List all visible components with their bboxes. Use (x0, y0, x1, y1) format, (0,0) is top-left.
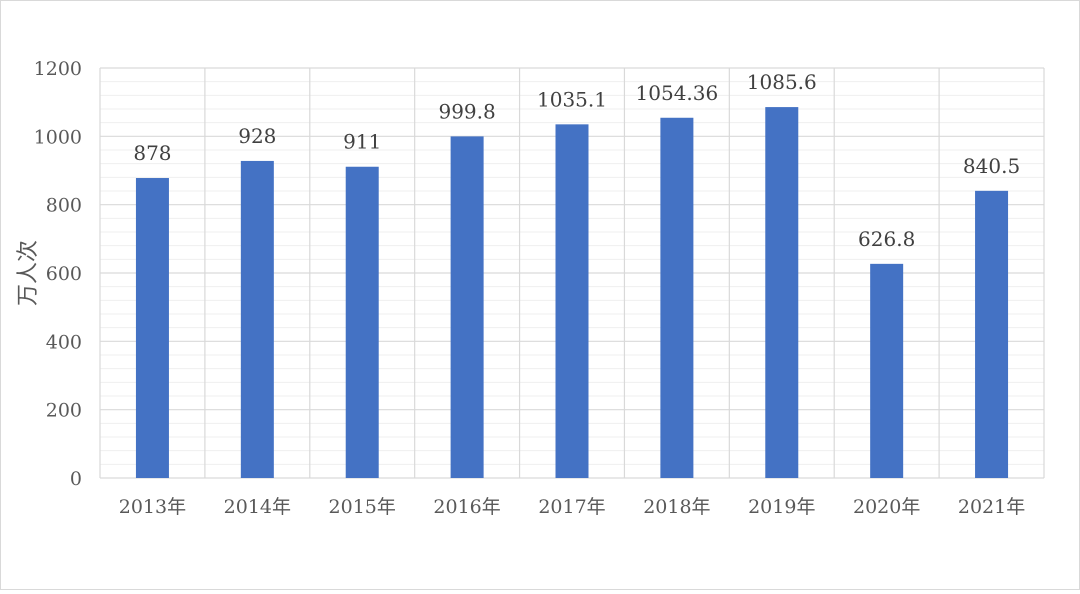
x-tick-label: 2015年 (329, 496, 396, 518)
data-label: 840.5 (963, 154, 1020, 178)
data-labels: 878 928 911 999.8 1035.1 1054.36 1085.6 626.8 84… (133, 70, 1020, 251)
x-axis-ticks: 2013年 2014年 2015年 2016年 2017年 2018年 2019年 2020年… (119, 496, 1025, 518)
x-tick-label: 2019年 (748, 496, 815, 518)
bar (135, 178, 169, 478)
bar (765, 107, 799, 478)
data-label: 911 (343, 130, 381, 154)
bar (975, 190, 1009, 478)
y-tick-label: 1000 (34, 126, 82, 148)
x-tick-label: 2014年 (224, 496, 291, 518)
data-label: 626.8 (858, 227, 915, 251)
x-tick-label: 2020年 (853, 496, 920, 518)
category-gridlines (99, 68, 1045, 478)
data-label: 1035.1 (537, 87, 607, 111)
y-tick-label: 800 (46, 195, 82, 217)
bar (870, 263, 904, 478)
bar (240, 160, 274, 478)
data-label: 1085.6 (747, 70, 817, 94)
bar (660, 117, 694, 479)
y-tick-label: 400 (46, 331, 82, 353)
x-tick-label: 2016年 (433, 496, 500, 518)
x-tick-label: 2017年 (538, 496, 605, 518)
bar (450, 136, 484, 478)
x-tick-label: 2013年 (119, 496, 186, 518)
y-axis-label: 万人次 (16, 240, 41, 306)
bars (135, 107, 1009, 479)
bar (555, 124, 589, 479)
y-tick-label: 1200 (34, 58, 82, 80)
y-tick-label: 600 (46, 263, 82, 285)
x-tick-label: 2021年 (958, 496, 1025, 518)
y-axis-ticks: 0 200 400 600 800 1000 1200 (34, 58, 82, 490)
y-tick-label: 200 (46, 400, 82, 422)
data-label: 878 (133, 141, 171, 165)
data-label: 999.8 (438, 99, 495, 123)
y-tick-label: 0 (70, 468, 82, 490)
data-label: 1054.36 (636, 81, 719, 105)
bar (345, 166, 379, 478)
data-label: 928 (238, 124, 276, 148)
x-tick-label: 2018年 (643, 496, 710, 518)
